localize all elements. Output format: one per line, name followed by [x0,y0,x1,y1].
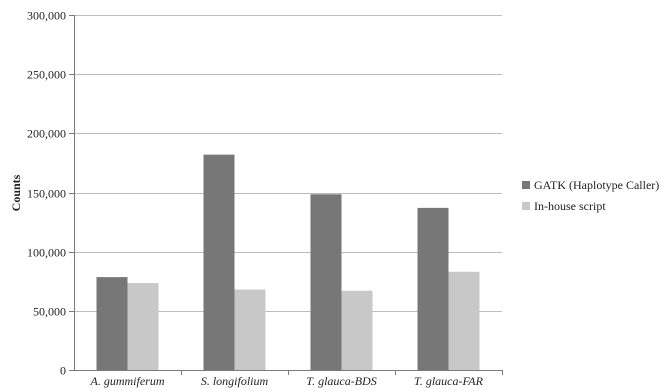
bar-in-house [448,271,480,370]
y-axis-ticks: 0 50,000 100,000 150,000 200,000 250,000 300,0… [27,9,74,378]
x-category-label: A. gummiferum [90,374,165,388]
legend-swatch [522,181,530,189]
bar-gatk [203,154,235,370]
legend-label: In-house script [534,199,606,213]
x-category-label: T. glauca-BDS [306,374,376,388]
bar-gatk [417,207,449,370]
y-tick-label: 100,000 [27,246,66,260]
bar-in-house [341,290,373,370]
legend: GATK (Haplotype Caller) In-house script [522,178,659,213]
bar-in-house [234,289,266,370]
y-tick-label: 200,000 [27,127,66,141]
bar-in-house [127,283,159,370]
bar-gatk [310,194,342,370]
legend-swatch [522,202,530,210]
y-tick-label: 300,000 [27,9,66,23]
y-axis-title: Counts [9,174,23,211]
bars [96,154,480,370]
bar-gatk [96,277,128,370]
x-category-label: S. longifolium [201,374,269,388]
y-tick-label: 0 [60,364,66,378]
legend-label: GATK (Haplotype Caller) [534,178,659,192]
y-tick-label: 150,000 [27,187,66,201]
x-axis: A. gummiferum S. longifolium T. glauca-BDS… [74,15,503,388]
y-tick-label: 50,000 [33,305,66,319]
x-category-label: T. glauca-FAR [414,374,484,388]
y-tick-label: 250,000 [27,68,66,82]
